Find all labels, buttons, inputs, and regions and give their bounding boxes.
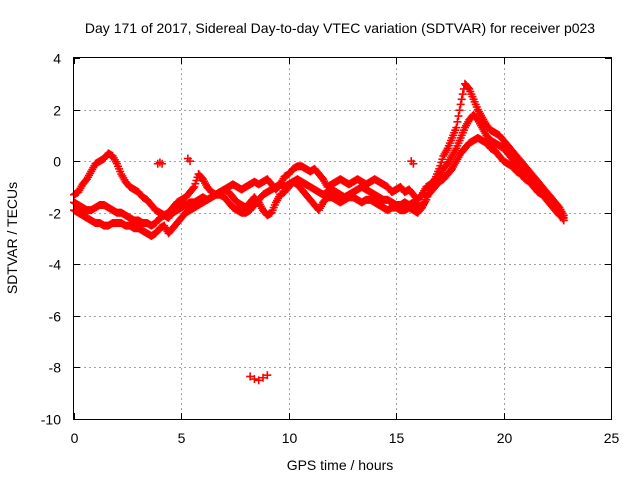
data-point [409, 159, 418, 168]
data-point [259, 373, 268, 382]
series-isolated-points [153, 154, 418, 385]
x-tick-label: 15 [389, 430, 405, 446]
data-point [246, 372, 255, 381]
x-axis-label: GPS time / hours [287, 457, 394, 473]
y-tick-label: -10 [41, 412, 61, 428]
data-points [70, 79, 568, 385]
y-tick-label: 2 [53, 103, 61, 119]
grid [74, 58, 611, 419]
data-point [250, 375, 259, 384]
y-tick-label: 0 [53, 154, 61, 170]
y-axis-label: SDTVAR / TECUs [4, 182, 20, 294]
data-point [452, 123, 461, 132]
x-tick-label: 0 [71, 430, 79, 446]
x-tick-label: 25 [604, 430, 620, 446]
data-point [456, 100, 465, 109]
y-tick-label: -4 [49, 257, 62, 273]
data-point [455, 106, 464, 115]
x-tick-labels: 0 5 10 15 20 25 [71, 430, 620, 446]
data-point [454, 112, 463, 121]
chart-title: Day 171 of 2017, Sidereal Day-to-day VTE… [85, 20, 595, 36]
data-point [158, 159, 167, 168]
data-point [453, 117, 462, 126]
y-tick-labels: -10 -8 -6 -4 -2 0 2 4 [41, 51, 61, 428]
ticks [74, 58, 612, 420]
x-tick-label: 5 [178, 430, 186, 446]
data-point [458, 90, 467, 99]
y-tick-label: -2 [49, 206, 62, 222]
data-point [457, 95, 466, 104]
plot-frame [73, 57, 612, 420]
y-tick-label: 4 [53, 51, 61, 67]
y-tick-label: -8 [49, 360, 62, 376]
data-point [189, 184, 198, 193]
data-point [263, 371, 272, 380]
y-tick-label: -6 [49, 309, 62, 325]
x-tick-label: 20 [497, 430, 513, 446]
data-point [559, 213, 568, 222]
data-point [254, 376, 263, 385]
x-tick-label: 10 [282, 430, 298, 446]
series-lower-track [70, 133, 568, 240]
data-point [185, 157, 194, 166]
